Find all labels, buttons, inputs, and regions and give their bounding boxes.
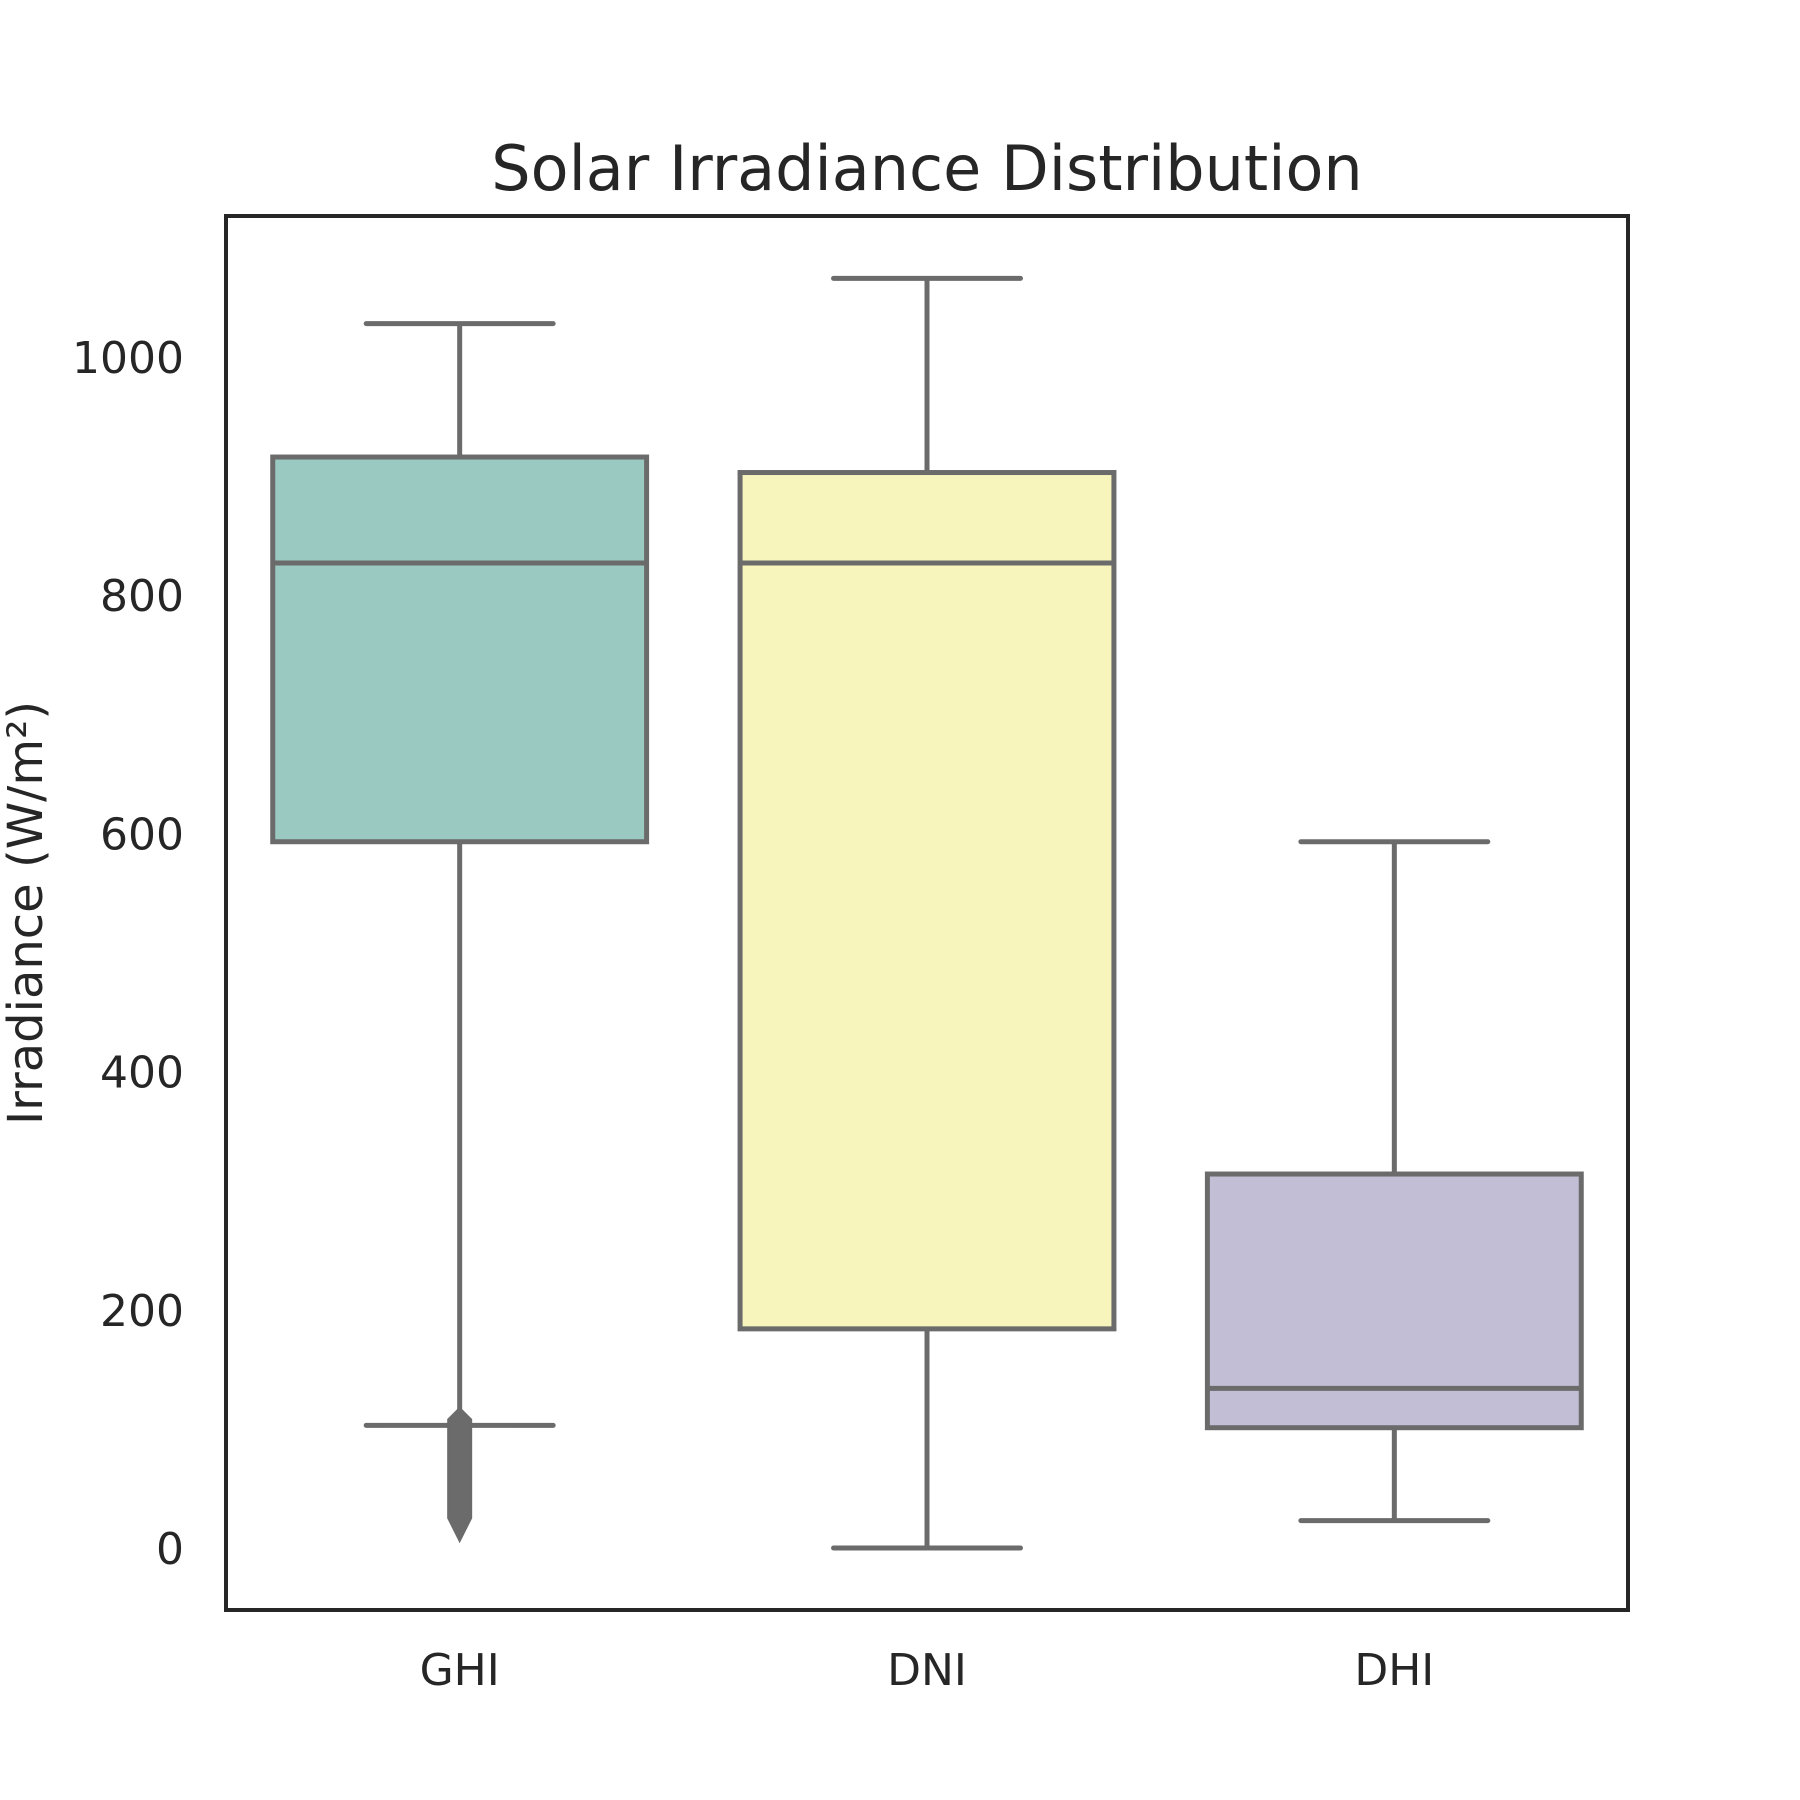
box-group-ghi xyxy=(270,321,650,1544)
x-tick-label-ghi: GHI xyxy=(420,1645,500,1696)
outliers-ghi xyxy=(447,1406,473,1544)
y-tick-label-800: 800 xyxy=(100,571,184,622)
box-dhi xyxy=(1204,1171,1584,1431)
x-tick-label-dhi: DHI xyxy=(1354,1645,1434,1696)
x-tick-label-dni: DNI xyxy=(887,1645,967,1696)
y-tick-label-200: 200 xyxy=(100,1286,184,1337)
box-group-dni xyxy=(737,275,1117,1551)
x-axis-ticks: GHI DNI DHI xyxy=(420,1645,1435,1696)
box-ghi xyxy=(270,454,650,845)
y-tick-label-1000: 1000 xyxy=(72,333,184,384)
chart-title: Solar Irradiance Distribution xyxy=(491,132,1362,205)
plot-area xyxy=(270,275,1584,1551)
axes-frame xyxy=(224,214,1630,1612)
box-dni xyxy=(737,470,1117,1332)
y-axis-label: Irradiance (W/m²) xyxy=(0,701,54,1125)
y-tick-label-600: 600 xyxy=(100,809,184,860)
y-tick-label-0: 0 xyxy=(156,1524,184,1575)
box-group-dhi xyxy=(1204,839,1584,1524)
y-axis-ticks: 0 200 400 600 800 1000 xyxy=(72,333,184,1575)
y-tick-label-400: 400 xyxy=(100,1048,184,1099)
